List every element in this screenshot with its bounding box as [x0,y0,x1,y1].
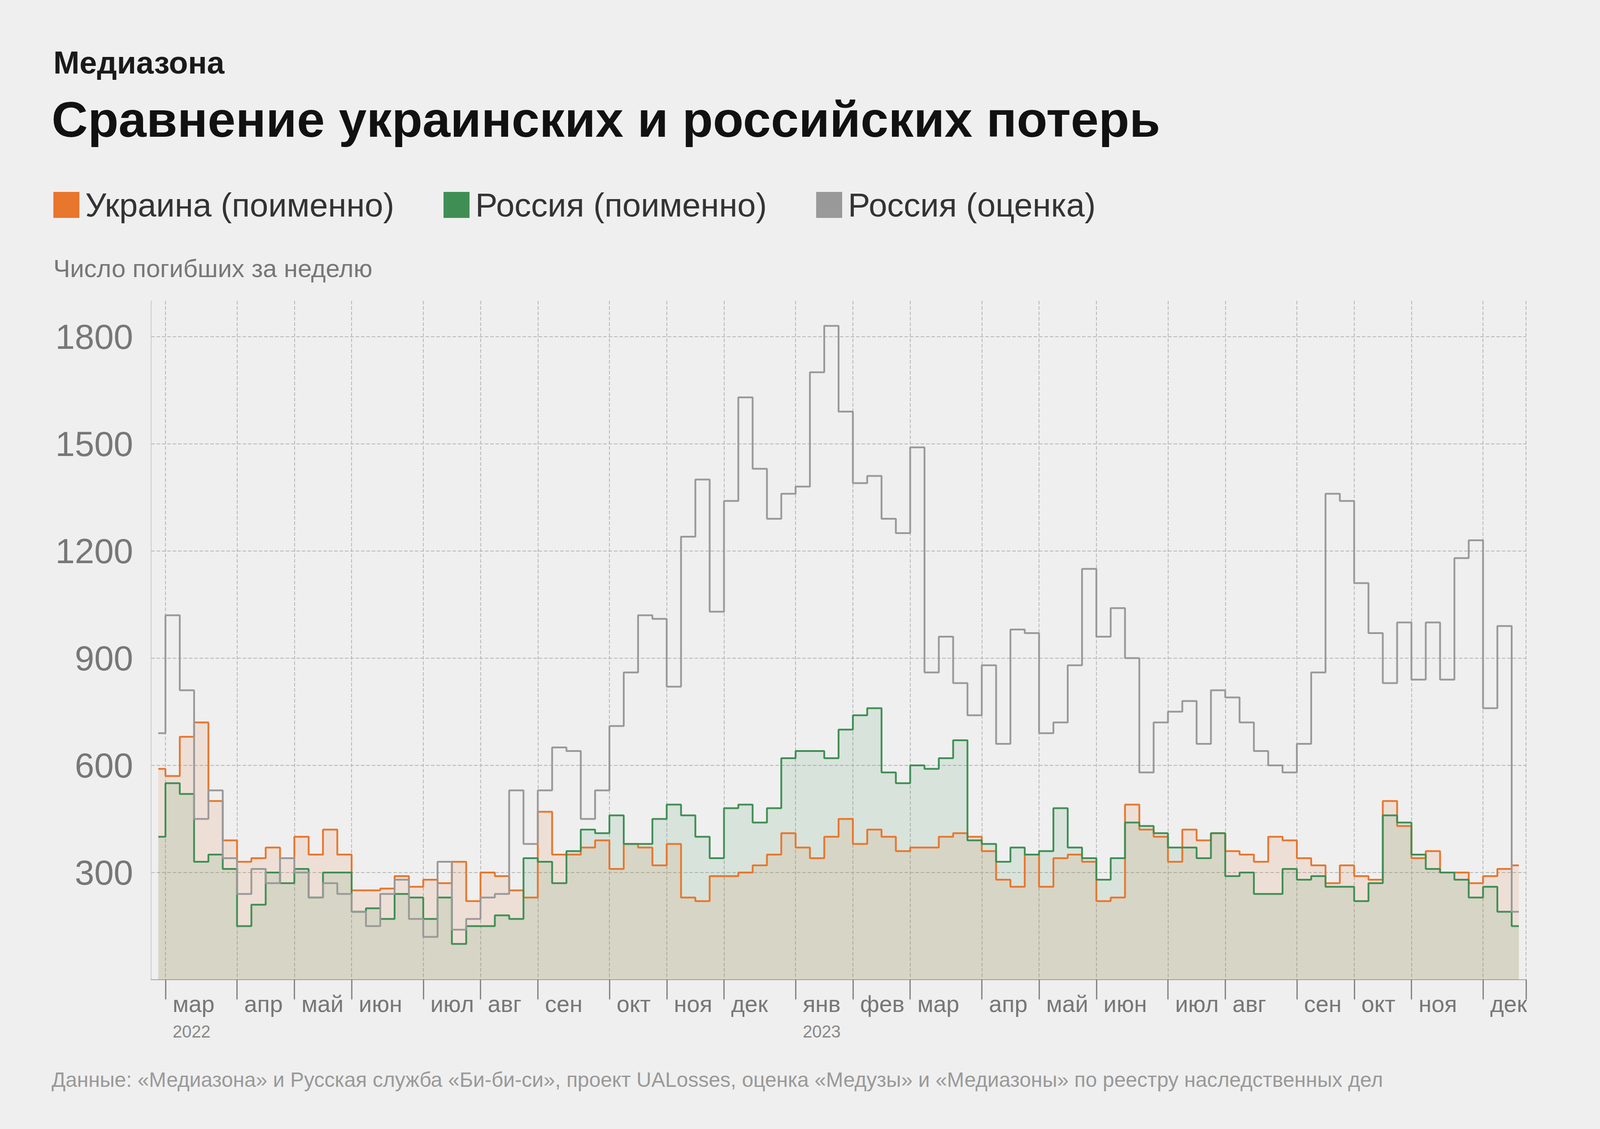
svg-text:июн: июн [358,991,403,1018]
svg-text:Россия (поименно): Россия (поименно) [475,186,767,224]
svg-text:май: май [301,991,344,1018]
svg-text:дек: дек [1490,991,1527,1018]
svg-text:дек: дек [730,991,768,1018]
svg-text:Данные: «Медиазона» и Русская: Данные: «Медиазона» и Русская служба «Би… [51,1068,1383,1092]
svg-text:авг: авг [487,991,522,1018]
svg-text:2022: 2022 [172,1022,211,1042]
svg-text:апр: апр [988,991,1028,1018]
svg-text:авг: авг [1232,991,1267,1018]
svg-text:Украина (поименно): Украина (поименно) [85,186,395,224]
svg-text:Россия (оценка): Россия (оценка) [847,186,1096,224]
svg-text:1200: 1200 [55,531,134,571]
svg-text:900: 900 [74,638,134,679]
svg-text:ноя: ноя [1418,991,1457,1018]
svg-text:1500: 1500 [55,424,134,464]
svg-text:июл: июл [430,991,474,1018]
svg-text:ноя: ноя [673,991,713,1018]
svg-text:окт: окт [616,991,651,1018]
svg-text:2023: 2023 [802,1022,841,1042]
svg-text:май: май [1046,991,1089,1018]
svg-text:янв: янв [802,991,841,1018]
svg-text:мар: мар [172,991,215,1018]
svg-text:Медиазона: Медиазона [53,45,226,81]
svg-text:апр: апр [244,991,283,1018]
svg-text:июл: июл [1175,991,1219,1018]
svg-text:Сравнение украинских и российс: Сравнение украинских и российских потерь [51,91,1161,148]
svg-text:1800: 1800 [55,317,134,357]
svg-text:фев: фев [860,991,905,1018]
svg-text:600: 600 [74,745,134,786]
svg-text:июн: июн [1103,991,1148,1018]
svg-text:300: 300 [74,852,134,893]
svg-text:окт: окт [1361,991,1396,1018]
svg-text:мар: мар [917,991,960,1018]
svg-text:Число погибших за неделю: Число погибших за неделю [53,254,373,283]
svg-text:сен: сен [544,991,583,1018]
svg-text:сен: сен [1304,991,1342,1018]
